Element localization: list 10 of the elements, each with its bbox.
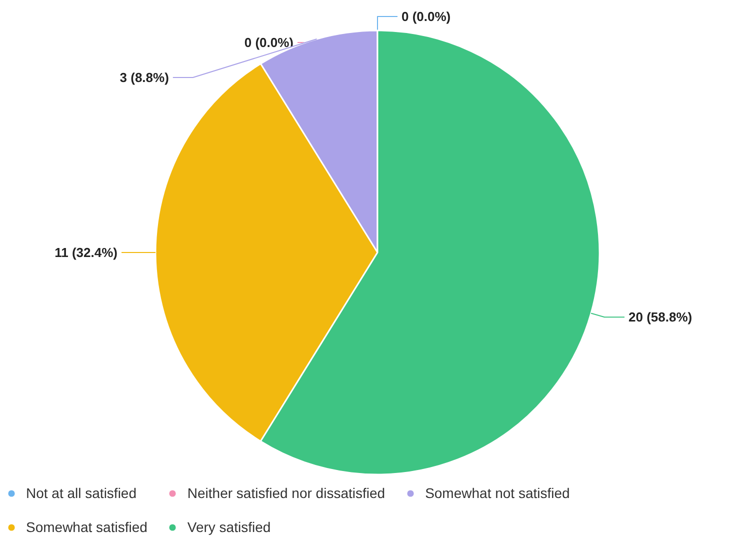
legend-label: Very satisfied bbox=[187, 519, 271, 535]
data-label: 11 (32.4%) bbox=[54, 245, 118, 260]
text: 0 (0.0%) bbox=[244, 35, 294, 50]
legend-label: Not at all satisfied bbox=[26, 485, 136, 501]
data-label: 3 (8.8%) bbox=[120, 70, 169, 86]
data-label: 20 (58.8%) bbox=[628, 310, 692, 325]
legend-label: Somewhat not satisfied bbox=[425, 485, 570, 501]
text: 0 (0.0%) bbox=[402, 9, 451, 24]
legend-label: Somewhat satisfied bbox=[26, 519, 148, 535]
legend-label: Neither satisfied nor dissatisfied bbox=[187, 485, 386, 501]
